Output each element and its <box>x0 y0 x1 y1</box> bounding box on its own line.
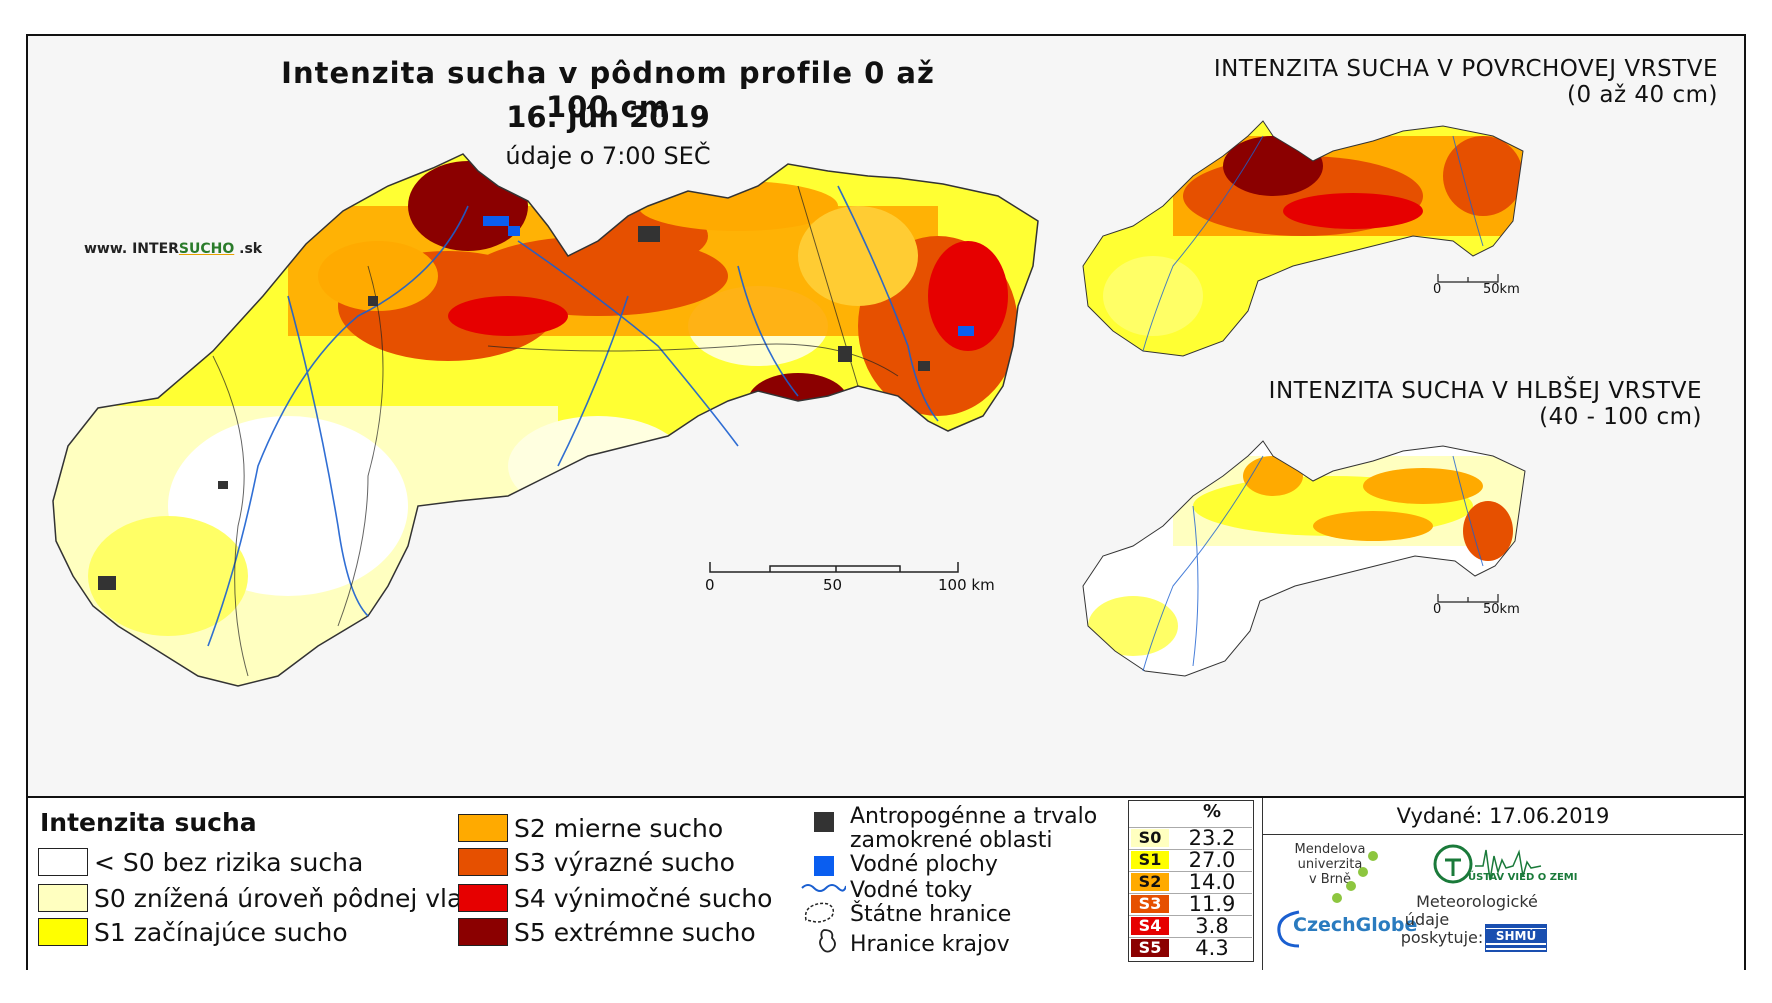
legend-anthropogenic-line2: zamokrené oblasti <box>850 828 1053 853</box>
legend-swatch-s4 <box>458 884 508 912</box>
main-title: Intenzita sucha v pôdnom profile 0 až 10… <box>281 56 935 124</box>
table-row: S0 23.2 <box>1129 827 1252 849</box>
inset-bottom-scale-bar <box>1437 594 1499 603</box>
map-date: 16. jún 2019 <box>506 100 710 134</box>
inset-bottom-title-1: INTENZITA SUCHA V HLBŠEJ VRSTVE <box>1268 378 1702 404</box>
region-border-icon <box>819 929 836 953</box>
percent-value: 27.0 <box>1188 848 1236 872</box>
meteo-line2: údaje <box>1404 910 1450 929</box>
inset-deep-map <box>1082 440 1526 677</box>
percent-code: S1 <box>1131 851 1169 869</box>
time-note: údaje o 7:00 SEČ <box>505 142 711 170</box>
legend-label-s4: S4 výnimočné sucho <box>514 884 773 913</box>
czechglobe-swirl-icon <box>1277 910 1300 948</box>
main-scale-bar <box>709 562 959 573</box>
issued-date: Vydané: 17.06.2019 <box>1396 804 1610 828</box>
legend-label-s3: S3 výrazné sucho <box>514 848 735 877</box>
main-scale-end: 100 km <box>938 576 995 594</box>
ustav-logo-text: ÚSTAV VIED O ZEMI <box>1468 872 1578 883</box>
legend-swatch-below-s0 <box>38 848 88 876</box>
map-frame: Intenzita sucha v pôdnom profile 0 až 10… <box>26 34 1746 970</box>
legend-label-s2: S2 mierne sucho <box>514 814 724 843</box>
percent-value: 11.9 <box>1188 892 1236 916</box>
table-row: S5 4.3 <box>1129 937 1252 959</box>
legend-swatch-s3 <box>458 848 508 876</box>
legend-watercourses: Vodné toky <box>850 878 973 903</box>
percent-header: % <box>1202 801 1222 822</box>
inset-bottom-title-2: (40 - 100 cm) <box>1539 404 1702 430</box>
percent-code: S5 <box>1131 939 1169 957</box>
legend-region-borders: Hranice krajov <box>850 932 1010 957</box>
website-link[interactable]: www. INTERSUCHO .sk <box>84 241 262 257</box>
percent-value: 4.3 <box>1195 936 1229 960</box>
legend-label-below-s0: < S0 bez rizika sucha <box>94 848 364 877</box>
legend-swatch-s5 <box>458 918 508 946</box>
inset-top-scale-start: 0 <box>1433 282 1442 297</box>
percent-value: 23.2 <box>1188 826 1236 850</box>
inset-top-title-2: (0 až 40 cm) <box>1567 82 1718 108</box>
main-scale-mid: 50 <box>823 576 843 594</box>
meteo-line3: poskytuje: <box>1400 928 1484 947</box>
map-area: Intenzita sucha v pôdnom profile 0 až 10… <box>28 36 1744 796</box>
legend-anthropogenic-line1: Antropogénne a trvalo <box>850 804 1098 829</box>
ustav-logo-icon <box>1433 844 1542 884</box>
percent-value: 14.0 <box>1188 870 1236 894</box>
state-border-icon <box>804 902 835 923</box>
website-suffix: .sk <box>234 241 263 257</box>
legend-title: Intenzita sucha <box>40 808 257 837</box>
meteo-line1: Meteorologické <box>1416 892 1538 911</box>
percent-code: S0 <box>1131 829 1169 847</box>
wavy-line-icon <box>801 884 846 892</box>
mendel-logo-line3: v Brně <box>1308 872 1352 887</box>
legend-swatch-s2 <box>458 814 508 842</box>
legend-label-s1: S1 začínajúce sucho <box>94 918 348 947</box>
inset-top-title-1: INTENZITA SUCHA V POVRCHOVEJ VRSTVE <box>1213 56 1718 82</box>
main-scale-start: 0 <box>705 576 715 594</box>
mendel-logo-line2: univerzita <box>1297 857 1363 872</box>
percent-table: % S0 23.2 S1 27.0 S2 14.0 S3 11.9 S4 3.8 <box>1128 800 1254 962</box>
mendel-logo-line1: Mendelova <box>1294 842 1366 857</box>
website-prefix: www. INTER <box>84 241 179 257</box>
shmu-logo: SHMÚ <box>1485 924 1547 952</box>
legend-area: Intenzita sucha < S0 bez rizika sucha S0… <box>28 796 1744 970</box>
legend-label-s5: S5 extrémne sucho <box>514 918 756 947</box>
inset-surface-map <box>1082 120 1524 357</box>
table-row: S1 27.0 <box>1129 849 1252 871</box>
legend-label-s0: S0 znížená úroveň pôdnej vlahy <box>94 884 493 913</box>
mendel-dots-icon <box>1332 851 1378 903</box>
table-row: S4 3.8 <box>1129 915 1252 937</box>
dark-square-icon <box>814 812 834 832</box>
percent-code: S4 <box>1131 917 1169 935</box>
czechglobe-logo: CzechGlobe <box>1293 914 1418 936</box>
percent-code: S2 <box>1131 873 1169 891</box>
legend-swatch-s0 <box>38 884 88 912</box>
table-row: S3 11.9 <box>1129 893 1252 915</box>
issued-panel: Vydané: 17.06.2019 Mendelova univerzita … <box>1262 798 1743 970</box>
website-highlight: SUCHO <box>178 241 235 257</box>
inset-top-scale-bar <box>1437 274 1499 283</box>
inset-bottom-scale-end: 50km <box>1483 602 1520 617</box>
legend-state-borders: Štátne hranice <box>850 902 1012 927</box>
legend-swatch-s1 <box>38 918 88 946</box>
legend-water-bodies: Vodné plochy <box>850 852 998 877</box>
inset-top-scale-end: 50km <box>1483 282 1520 297</box>
blue-square-icon <box>814 856 834 876</box>
shmu-logo-text: SHMÚ <box>1486 929 1546 943</box>
inset-bottom-scale-start: 0 <box>1433 602 1442 617</box>
table-row: S2 14.0 <box>1129 871 1252 893</box>
percent-code: S3 <box>1131 895 1169 913</box>
main-drought-map <box>52 153 1039 687</box>
percent-value: 3.8 <box>1195 914 1229 938</box>
